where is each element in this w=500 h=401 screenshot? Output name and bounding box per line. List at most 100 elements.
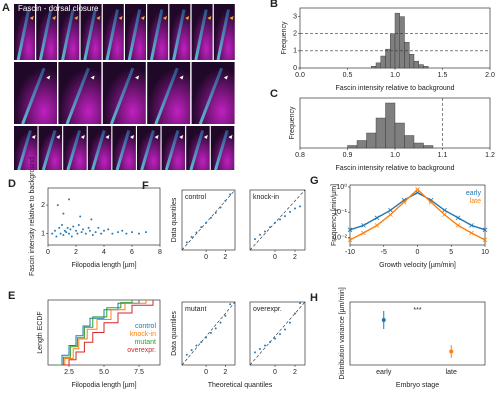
scatter-point (138, 232, 140, 235)
scatter-point (117, 231, 119, 234)
histogram-bar (375, 62, 381, 69)
scatter-point (131, 231, 133, 234)
y-axis-label: Frequency (281, 21, 288, 55)
reference-line (181, 189, 236, 251)
line (349, 191, 486, 231)
x-tick-label: 0.8 (295, 152, 305, 159)
y-axis-label: Frequency (289, 106, 296, 140)
legend-entry: overexpr. (127, 347, 156, 354)
scatter-point (111, 232, 114, 235)
arrowhead (74, 16, 79, 20)
arrowhead (162, 16, 167, 20)
reference-line (249, 189, 306, 251)
filopodium (140, 129, 155, 171)
scatter-point (185, 241, 188, 244)
legend-entry: mutant (135, 339, 156, 346)
x-axis-label: Fascin intensity relative to background (335, 85, 454, 92)
y-tick-label: 2 (293, 31, 297, 38)
filopodium (41, 129, 57, 171)
scatter-point (205, 336, 208, 339)
filopodium (38, 9, 53, 61)
scatter-point (224, 314, 227, 317)
x-tick-label: 0 (46, 249, 50, 256)
arrowhead (185, 16, 190, 20)
scatter-point (54, 229, 56, 232)
y-tick-label: 3 (293, 13, 297, 20)
arrowhead (31, 135, 36, 139)
x-tick-label: 1.0 (390, 72, 400, 79)
marker (442, 212, 447, 217)
marker (374, 223, 380, 228)
arrowhead (179, 135, 184, 139)
x-tick-label: 0 (273, 369, 277, 376)
x-axis-label: Theoretical quantiles (208, 382, 273, 389)
panel-label: G (310, 175, 319, 187)
x-tick-label: 7.5 (134, 369, 144, 376)
filopodium (194, 9, 208, 61)
subplot-title: knock-in (253, 194, 279, 201)
scatter-point (289, 321, 291, 324)
scatter-point (55, 235, 58, 238)
arrowhead (118, 16, 123, 20)
scatter-point (200, 226, 203, 229)
filopodium (65, 67, 90, 125)
scatter-point (82, 228, 84, 231)
scatter-point (284, 215, 286, 218)
histogram-bar (375, 117, 386, 149)
arrowhead (223, 75, 228, 80)
x-tick-label: -10 (345, 249, 355, 256)
scatter-point (51, 232, 54, 235)
scatter-point (214, 327, 217, 330)
plot-frame (249, 301, 306, 366)
scatter-point (269, 341, 271, 344)
plot-frame (249, 189, 306, 251)
scatter-point (205, 221, 208, 224)
arrowhead (130, 135, 135, 139)
marker (347, 237, 353, 243)
x-tick-label: 4 (102, 249, 106, 256)
arrowhead (105, 135, 110, 139)
arrowhead (203, 135, 208, 139)
line (349, 188, 486, 241)
scatter-point (77, 224, 80, 227)
ecdf-line (62, 300, 154, 366)
y-axis-label: Data quantiles (171, 197, 178, 242)
y-axis-label: Distribution variance [µm/min] (339, 287, 346, 379)
filopodium (127, 9, 142, 61)
scatter-point (299, 205, 301, 208)
y-axis-label: Length ECDF (37, 311, 44, 353)
filopodium (105, 9, 119, 61)
scatter-point (91, 234, 94, 237)
histogram-bar (399, 16, 405, 69)
legend-entry: control (135, 323, 156, 330)
x-tick-label: late (446, 369, 457, 376)
scatter-point (254, 238, 256, 241)
scatter-point (94, 231, 97, 234)
arrowhead (154, 135, 159, 139)
scatter-point (59, 232, 62, 235)
histogram-bar (385, 48, 391, 69)
scatter-point (103, 229, 105, 232)
ecdf-line (59, 300, 147, 366)
scatter-point (294, 312, 296, 315)
marker (347, 227, 353, 233)
x-axis-label: Filopodia length [µm] (71, 382, 136, 389)
marker (361, 223, 366, 228)
histogram-bar (394, 122, 405, 149)
y-tick-label: 10⁻¹ (333, 209, 347, 216)
scatter-point (279, 333, 281, 336)
scatter-point (90, 218, 93, 221)
marker (442, 207, 447, 213)
scatter-point (219, 321, 222, 324)
arrowhead (229, 16, 234, 20)
scatter-point (294, 207, 296, 210)
point (381, 318, 386, 322)
y-tick-label: 10⁻² (333, 234, 347, 241)
panel-label: H (310, 292, 318, 304)
scatter-point (229, 193, 232, 196)
scatter-point (66, 226, 69, 229)
scatter-point (70, 235, 73, 238)
arrowhead (135, 75, 140, 80)
marker (374, 215, 380, 221)
scatter-point (209, 216, 212, 219)
